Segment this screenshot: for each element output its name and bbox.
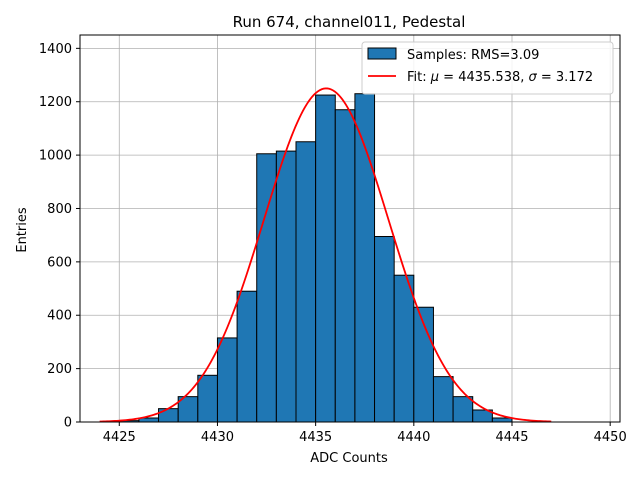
histogram-bar bbox=[491, 417, 513, 423]
y-tick-label: 0 bbox=[64, 416, 72, 431]
y-tick-label: 1400 bbox=[39, 42, 72, 57]
fit-line bbox=[99, 87, 552, 423]
y-axis-label: Entries bbox=[15, 207, 30, 253]
legend-fit-prefix: Fit: bbox=[407, 70, 431, 85]
legend-box bbox=[361, 41, 614, 95]
histogram-bar bbox=[197, 374, 218, 423]
x-tick-label: 4440 bbox=[397, 430, 430, 445]
histogram-bar bbox=[236, 290, 258, 423]
histogram-bars bbox=[118, 93, 513, 423]
y-tick-label: 1200 bbox=[39, 95, 72, 110]
histogram-bar bbox=[393, 274, 415, 423]
histogram-bar bbox=[334, 109, 356, 423]
x-tick-label: 4445 bbox=[495, 430, 528, 445]
histogram-bar bbox=[275, 150, 297, 423]
chart-title: Run 674, channel011, Pedestal bbox=[233, 13, 466, 31]
plot-frame bbox=[79, 34, 621, 423]
y-axis-ticks: 0 200 400 600 800 1000 1200 1400 bbox=[39, 42, 80, 431]
x-tick-label: 4430 bbox=[201, 430, 234, 445]
legend-swatch-samples bbox=[367, 47, 397, 60]
legend: Samples: RMS=3.09 Fit: μ = 4435.538, σ =… bbox=[361, 41, 614, 95]
y-tick-label: 800 bbox=[47, 202, 72, 217]
histogram-bar bbox=[354, 93, 376, 423]
x-axis-ticks: 4425 4430 4435 4440 4445 4450 bbox=[103, 422, 627, 445]
y-tick-label: 1000 bbox=[39, 149, 72, 164]
histogram-bar bbox=[158, 408, 179, 423]
x-tick-label: 4425 bbox=[103, 430, 136, 445]
y-tick-label: 200 bbox=[47, 362, 72, 377]
legend-fit-mu-symbol: μ bbox=[430, 70, 439, 85]
fit-curve bbox=[99, 87, 552, 423]
histogram-bar bbox=[452, 396, 474, 423]
x-tick-label: 4435 bbox=[299, 430, 332, 445]
y-tick-label: 400 bbox=[47, 309, 72, 324]
x-axis-label: ADC Counts bbox=[310, 451, 388, 466]
histogram-bar bbox=[216, 337, 238, 423]
y-tick-label: 600 bbox=[47, 255, 72, 270]
legend-fit-mu-value: = 4435.538, bbox=[439, 70, 528, 85]
histogram-bar bbox=[256, 153, 277, 423]
legend-fit-sigma-value: = 3.172 bbox=[537, 70, 593, 85]
legend-fit-sigma-symbol: σ bbox=[529, 70, 538, 85]
histogram-bar bbox=[432, 376, 454, 423]
x-tick-label: 4450 bbox=[594, 430, 627, 445]
histogram-bar bbox=[315, 94, 336, 423]
legend-label-samples: Samples: RMS=3.09 bbox=[407, 48, 539, 63]
legend-label-fit: Fit: μ = 4435.538, σ = 3.172 bbox=[407, 70, 593, 85]
histogram-bar bbox=[374, 236, 395, 423]
histogram-bar bbox=[295, 141, 317, 423]
